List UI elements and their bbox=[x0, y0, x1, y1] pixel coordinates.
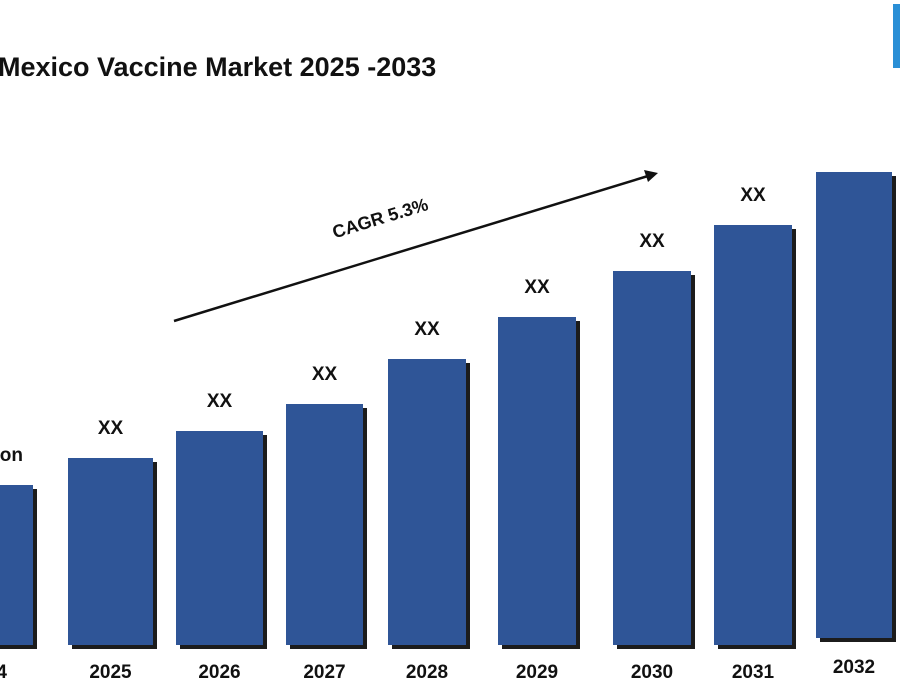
arrow-head bbox=[644, 170, 658, 182]
bar bbox=[286, 404, 363, 645]
value-label: XX bbox=[312, 364, 338, 385]
value-label: XX bbox=[740, 185, 766, 206]
chart-title: Mexico Vaccine Market 2025 -2033 bbox=[0, 52, 436, 82]
value-label: Billion bbox=[0, 445, 23, 466]
bar bbox=[816, 172, 892, 638]
bar bbox=[714, 225, 792, 645]
bar bbox=[68, 458, 153, 645]
x-tick-label: 2031 bbox=[732, 662, 775, 683]
cagr-arrow bbox=[173, 174, 649, 323]
bar bbox=[388, 359, 466, 645]
x-tick-label: 2032 bbox=[833, 657, 875, 678]
value-label: XX bbox=[207, 391, 233, 412]
cagr-label: CAGR 5.3% bbox=[330, 194, 431, 242]
x-tick-label: 2028 bbox=[406, 662, 448, 683]
bar bbox=[0, 485, 33, 645]
x-tick-label: 2025 bbox=[89, 662, 132, 683]
x-tick-label: 2026 bbox=[198, 662, 240, 683]
value-label: XX bbox=[639, 231, 665, 252]
x-tick-label: 2029 bbox=[516, 662, 558, 683]
logo bbox=[893, 4, 900, 68]
bar bbox=[613, 271, 691, 645]
x-tick-label: 4 bbox=[0, 662, 7, 683]
bar bbox=[176, 431, 263, 645]
value-label: XX bbox=[98, 418, 124, 439]
x-tick-label: 2030 bbox=[631, 662, 673, 683]
value-label: XX bbox=[414, 319, 440, 340]
value-label: XX bbox=[524, 277, 550, 298]
bar bbox=[498, 317, 576, 645]
x-tick-label: 2027 bbox=[303, 662, 345, 683]
